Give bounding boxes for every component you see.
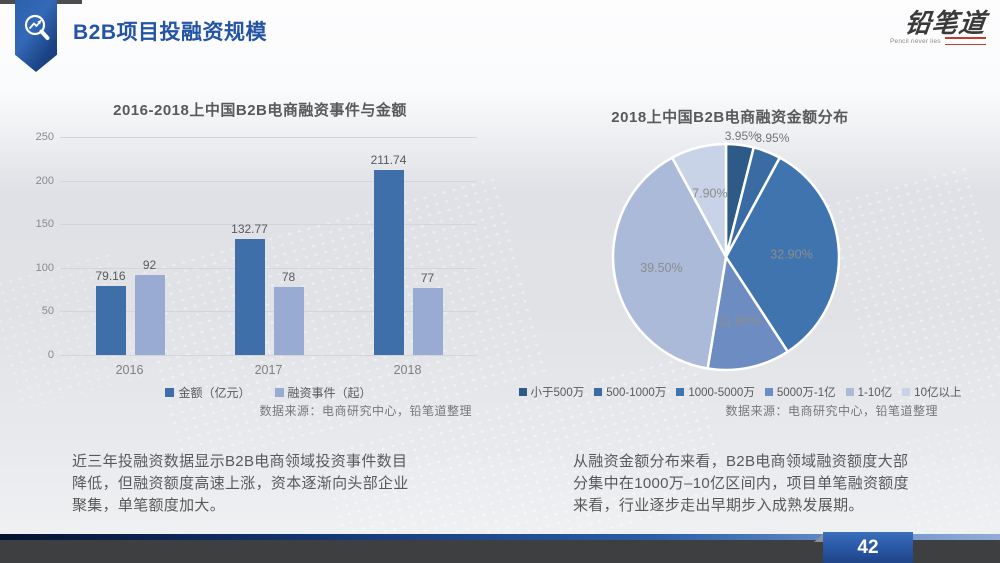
gridline [60,137,477,138]
page-number-box: 42 [814,532,913,563]
legend-item: 1000-5000万 [676,384,755,400]
legend-item: 融资事件（起） [274,384,372,401]
bar-value-label: 211.74 [370,153,407,168]
legend-label: 500-1000万 [606,387,667,399]
bar-value-label: 92 [142,257,157,272]
legend-item: 500-1000万 [594,384,666,400]
bar [373,170,404,355]
gridline [60,267,477,269]
logo-tagline: Pencil never lies [890,37,941,45]
page-title: B2B项目投融资规模 [73,21,268,44]
bar-chart: 0 50 100 150 200 250 2016 79.16 92 2017 132.77 78 20… [36,131,477,377]
bar-value-label: 77 [420,270,435,285]
pie-legend: 小于500万 500-1000万 1000-5000万 5000万-1亿 1-10亿 10… [518,384,961,400]
legend-swatch [518,388,527,396]
pie-label: 3.95% [725,129,759,143]
legend-swatch [594,388,603,396]
legend-label: 融资事件（起） [287,386,372,400]
legend-label: 1000-5000万 [688,387,755,399]
bar-legend: 金额（亿元） 融资事件（起） [60,384,477,401]
legend-swatch [902,388,911,396]
legend-swatch [274,388,284,397]
y-axis-label: 50 [41,305,54,318]
pie-label: 7.90% [692,187,727,201]
y-axis-label: 0 [47,349,54,361]
legend-swatch [764,388,773,396]
legend-swatch [165,388,175,397]
pie-slice [706,255,789,372]
y-axis-label: 250 [35,131,54,143]
pie-slice [724,156,841,353]
legend-item: 小于500万 [518,384,585,400]
legend-swatch [676,388,685,396]
y-axis-label: 150 [35,218,54,231]
y-axis-label: 100 [35,261,54,274]
legend-label: 小于500万 [530,387,585,399]
pie-label: 11.80% [719,314,760,328]
x-axis-label: 2018 [393,363,422,377]
note-left: 近三年投融资数据显示B2B电商领域投资事件数目 降低，但融资额度高速上涨，资本逐… [72,453,409,514]
x-axis-label: 2017 [254,363,283,377]
logo-underline [944,37,986,45]
pie-label: 32.90% [770,247,812,261]
y-axis-label: 200 [35,174,54,187]
pie-label: 3.95% [755,131,789,145]
page-box-fold [814,534,823,542]
bar-value-label: 132.77 [231,222,268,237]
gridline [60,311,477,313]
pie-svg: 3.95%3.95% 32.90% 11.80% 39.50% 7.90% [611,129,841,372]
header-ribbon [15,0,57,72]
legend-item: 10亿以上 [902,384,961,400]
footer-accent-line [0,534,1000,540]
bar [95,286,126,355]
bar [134,274,165,355]
bar-value-label: 79.16 [95,269,126,283]
pie-chart-title: 2018上中国B2B电商融资金额分布 [611,109,849,126]
magnifier-icon [24,14,50,40]
bar-value-label: 78 [281,270,296,284]
pie-chart: 3.95% 3.95% 32.90% 11.80% 39.50% 7.90% [585,126,867,378]
legend-item: 1-10亿 [845,384,893,400]
pie-label: 39.50% [640,261,682,275]
gridline [60,224,477,226]
bar [412,287,443,355]
logo-text: 铅笔道 [903,8,988,38]
legend-label: 5000万-1亿 [776,387,836,399]
note-right: 从融资金额分布来看，B2B电商领域融资额度大部 分集中在1000万–10亿区间内… [573,453,909,514]
gridline [60,355,477,356]
gridline [60,180,477,182]
pie-slice [670,142,728,259]
legend-swatch [845,388,854,396]
footer-bar [0,540,1000,563]
pie-source: 数据来源：电商研究中心，铅笔道整理 [725,404,938,418]
page-number: 42 [857,536,879,558]
bar [273,287,304,355]
legend-item: 金额（亿元） [165,384,251,401]
bar [234,239,265,355]
legend-label: 金额（亿元） [178,386,251,400]
legend-label: 1-10亿 [857,387,893,399]
legend-label: 10亿以上 [914,387,962,399]
bar-chart-title: 2016-2018上中国B2B电商融资事件与金额 [113,102,407,119]
bar-source: 数据来源：电商研究中心，铅笔道整理 [259,404,472,418]
x-axis-label: 2016 [115,363,144,377]
brand-logo: 铅笔道 Pencil never lies [890,8,988,45]
legend-item: 5000万-1亿 [764,384,836,400]
pie-slice [611,156,728,370]
